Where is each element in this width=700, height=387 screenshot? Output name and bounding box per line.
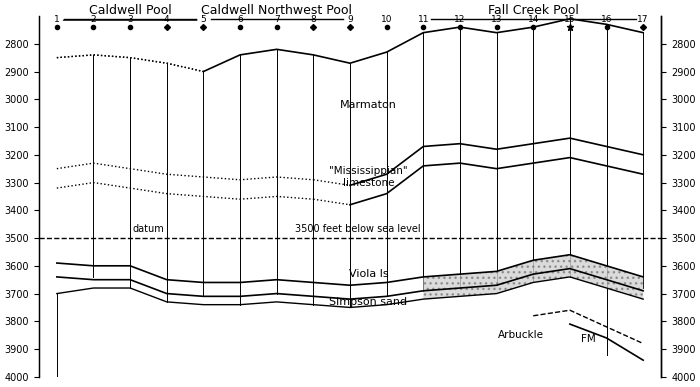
Text: 5: 5	[200, 15, 206, 24]
Text: Caldwell Northwest Pool: Caldwell Northwest Pool	[201, 4, 352, 17]
Text: 1: 1	[54, 15, 60, 24]
Text: Fall Creek Pool: Fall Creek Pool	[488, 4, 579, 17]
Text: 4: 4	[164, 15, 169, 24]
Text: 3: 3	[127, 15, 133, 24]
Text: 10: 10	[381, 15, 393, 24]
Text: 8: 8	[311, 15, 316, 24]
Text: 11: 11	[417, 15, 429, 24]
Text: 3500 feet below sea level: 3500 feet below sea level	[295, 224, 421, 234]
Text: 7: 7	[274, 15, 279, 24]
Text: 9: 9	[347, 15, 353, 24]
Text: Simpson sand: Simpson sand	[329, 297, 407, 307]
Text: 13: 13	[491, 15, 503, 24]
Text: 14: 14	[528, 15, 539, 24]
Text: 17: 17	[638, 15, 649, 24]
Text: "Mississippian"
limestone: "Mississippian" limestone	[329, 166, 407, 188]
Text: 2: 2	[91, 15, 97, 24]
Text: 6: 6	[237, 15, 243, 24]
Text: FM: FM	[581, 334, 596, 344]
Text: 16: 16	[601, 15, 612, 24]
Text: Caldwell Pool: Caldwell Pool	[89, 4, 172, 17]
Text: Viola ls: Viola ls	[349, 269, 388, 279]
Text: datum: datum	[132, 224, 164, 234]
Text: Arbuckle: Arbuckle	[498, 330, 544, 340]
Text: Marmaton: Marmaton	[340, 100, 397, 110]
Text: 15: 15	[564, 15, 575, 24]
Text: 12: 12	[454, 15, 466, 24]
